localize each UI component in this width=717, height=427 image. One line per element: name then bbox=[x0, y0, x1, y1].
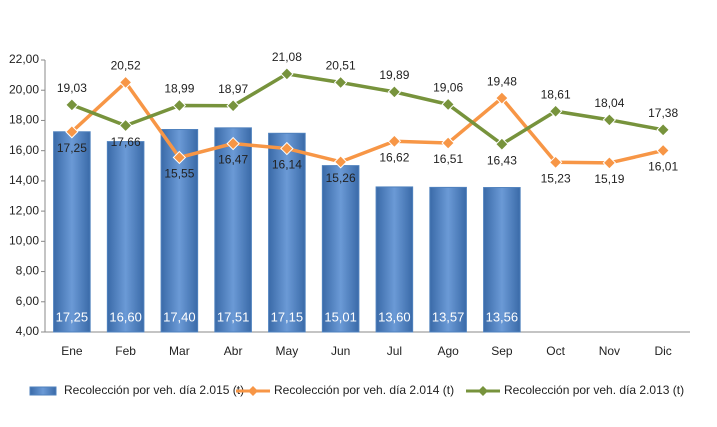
x-tick-label: Mar bbox=[169, 344, 190, 358]
y-tick-label: 18,00 bbox=[9, 113, 39, 127]
line-label: 19,03 bbox=[57, 81, 87, 95]
y-tick-label: 10,00 bbox=[9, 234, 39, 248]
line-label: 18,61 bbox=[541, 87, 571, 101]
marker bbox=[656, 123, 670, 137]
marker bbox=[387, 134, 402, 149]
y-tick-label: 6,00 bbox=[16, 294, 40, 308]
bar bbox=[321, 165, 360, 333]
bar bbox=[53, 131, 91, 333]
line-label: 17,66 bbox=[111, 135, 141, 149]
line-label: 16,01 bbox=[648, 160, 678, 174]
marker bbox=[172, 98, 187, 113]
marker bbox=[548, 104, 563, 118]
x-tick-label: Abr bbox=[224, 344, 243, 358]
bar-label: 17,40 bbox=[163, 309, 196, 324]
line-label: 20,51 bbox=[326, 59, 356, 73]
y-tick-label: 16,00 bbox=[9, 143, 39, 157]
marker bbox=[602, 156, 617, 170]
marker bbox=[441, 136, 455, 150]
line-label: 17,25 bbox=[57, 141, 87, 155]
marker bbox=[548, 155, 563, 170]
x-tick-label: Nov bbox=[599, 344, 620, 358]
line-label: 17,38 bbox=[648, 106, 678, 120]
line-label: 16,14 bbox=[272, 158, 302, 172]
x-tick-label: Oct bbox=[546, 344, 565, 358]
bar-label: 17,51 bbox=[217, 309, 250, 324]
marker bbox=[441, 97, 455, 112]
marker bbox=[495, 91, 509, 105]
bar-label: 16,60 bbox=[109, 309, 142, 324]
marker bbox=[118, 118, 133, 133]
line-label: 15,55 bbox=[164, 167, 194, 181]
marker bbox=[602, 113, 617, 127]
marker bbox=[65, 98, 79, 112]
marker bbox=[333, 75, 348, 90]
line-label: 20,52 bbox=[111, 59, 141, 73]
marker bbox=[280, 67, 294, 81]
legend-label: Recolección por veh. día 2.015 (t) bbox=[64, 383, 244, 397]
x-tick-label: Sep bbox=[491, 344, 513, 358]
line-label: 19,89 bbox=[379, 68, 409, 82]
line-label: 16,43 bbox=[487, 153, 517, 167]
line-label: 16,51 bbox=[433, 152, 463, 166]
bar bbox=[429, 186, 467, 333]
marker bbox=[280, 141, 294, 156]
bar-label: 15,01 bbox=[324, 309, 357, 324]
line-label: 16,47 bbox=[218, 153, 248, 167]
bar bbox=[375, 186, 414, 333]
bar-label: 13,56 bbox=[486, 309, 519, 324]
x-tick-label: Ene bbox=[61, 344, 83, 358]
line-label: 15,19 bbox=[594, 172, 624, 186]
line-label: 15,23 bbox=[541, 171, 571, 185]
line-label: 19,48 bbox=[487, 74, 517, 88]
bar bbox=[483, 187, 521, 333]
line-label: 19,06 bbox=[433, 81, 463, 95]
bar-label: 17,25 bbox=[56, 309, 89, 324]
x-tick-label: Jun bbox=[331, 344, 350, 358]
line-label: 15,26 bbox=[326, 171, 356, 185]
bar-label: 17,15 bbox=[271, 309, 304, 324]
marker bbox=[226, 99, 240, 113]
legend-swatch bbox=[29, 386, 57, 396]
marker bbox=[333, 155, 348, 169]
y-tick-label: 12,00 bbox=[9, 203, 39, 217]
legend-marker bbox=[478, 386, 488, 396]
x-tick-label: Jul bbox=[387, 344, 402, 358]
marker bbox=[387, 85, 402, 99]
marker bbox=[656, 143, 670, 158]
line-label: 18,99 bbox=[164, 82, 194, 96]
y-tick-label: 8,00 bbox=[16, 264, 40, 278]
x-tick-label: Feb bbox=[115, 344, 136, 358]
x-tick-label: Ago bbox=[437, 344, 459, 358]
marker bbox=[172, 150, 187, 165]
y-tick-label: 4,00 bbox=[16, 324, 40, 338]
x-tick-label: May bbox=[276, 344, 299, 358]
marker bbox=[118, 75, 133, 90]
y-tick-label: 20,00 bbox=[9, 82, 39, 96]
bar-label: 13,60 bbox=[378, 309, 411, 324]
y-tick-label: 22,00 bbox=[9, 52, 39, 66]
bar-label: 13,57 bbox=[432, 309, 465, 324]
legend-marker bbox=[248, 386, 258, 396]
line bbox=[70, 79, 664, 165]
x-tick-label: Dic bbox=[654, 344, 671, 358]
legend-label: Recolección por veh. día 2.013 (t) bbox=[504, 383, 684, 397]
y-tick-label: 14,00 bbox=[9, 173, 39, 187]
marker bbox=[226, 136, 240, 151]
bar bbox=[214, 127, 252, 333]
bar bbox=[106, 141, 145, 333]
marker bbox=[495, 137, 509, 151]
line-label: 21,08 bbox=[272, 50, 302, 64]
bar bbox=[268, 132, 306, 333]
line-label: 18,97 bbox=[218, 82, 248, 96]
line-label: 18,04 bbox=[594, 96, 624, 110]
line-label: 16,62 bbox=[379, 150, 409, 164]
legend-label: Recolección por veh. día 2.014 (t) bbox=[274, 383, 454, 397]
line bbox=[71, 72, 664, 147]
marker bbox=[65, 125, 79, 139]
